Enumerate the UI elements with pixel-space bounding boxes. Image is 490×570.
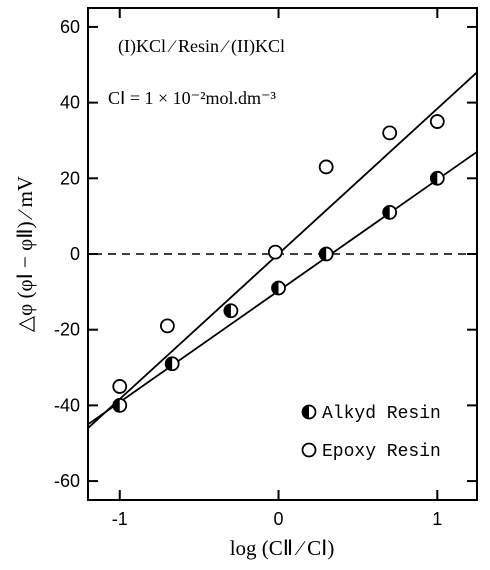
annotation-concentration: CⅠ = 1 × 10⁻²mol.dm⁻³ — [108, 88, 277, 108]
data-point-epoxy-resin — [267, 244, 283, 260]
y-axis-title: △φ (φⅠ − φⅡ) ∕ mV — [13, 176, 37, 332]
x-axis-title: log (CⅡ ∕ CⅠ) — [230, 536, 335, 560]
data-point-alkyd-resin — [164, 356, 180, 372]
y-tick-label: 0 — [70, 244, 80, 264]
legend-label-epoxy-resin: Epoxy Resin — [322, 442, 441, 462]
legend-label-alkyd-resin: Alkyd Resin — [322, 404, 441, 424]
data-point-alkyd-resin — [223, 303, 239, 319]
legend-marker-epoxy-resin — [301, 442, 317, 458]
data-point-epoxy-resin — [318, 159, 334, 175]
y-tick-label: 20 — [60, 168, 80, 188]
legend-marker-alkyd-resin — [301, 404, 317, 420]
legend: Alkyd Resin Epoxy Resin — [301, 404, 441, 462]
data-point-epoxy-resin — [382, 125, 398, 141]
y-tick-label: 60 — [60, 17, 80, 37]
data-point-epoxy-resin — [112, 379, 128, 394]
y-tick-label: -60 — [54, 471, 80, 491]
x-tick-label: 1 — [432, 509, 442, 529]
data-point-group — [112, 114, 445, 413]
x-tick-label: -1 — [112, 509, 128, 529]
data-point-alkyd-resin — [271, 280, 286, 296]
tick-group — [88, 8, 477, 500]
x-tick-label: 0 — [274, 509, 284, 529]
y-tick-label: -20 — [54, 320, 80, 340]
y-tick-label: 40 — [60, 93, 80, 113]
data-point-alkyd-resin — [318, 246, 334, 262]
data-point-alkyd-resin — [382, 204, 398, 220]
tick-label-group: 60 40 20 0 -20 -40 -60 -1 0 1 — [54, 17, 442, 529]
data-point-epoxy-resin — [159, 318, 175, 334]
data-point-alkyd-resin — [429, 170, 445, 186]
y-tick-label: -40 — [54, 395, 80, 415]
data-point-alkyd-resin — [112, 397, 128, 413]
data-point-epoxy-resin — [429, 114, 445, 129]
annotation-cell-description: (I)KCl ∕ Resin ∕ (II)KCl — [118, 36, 285, 57]
